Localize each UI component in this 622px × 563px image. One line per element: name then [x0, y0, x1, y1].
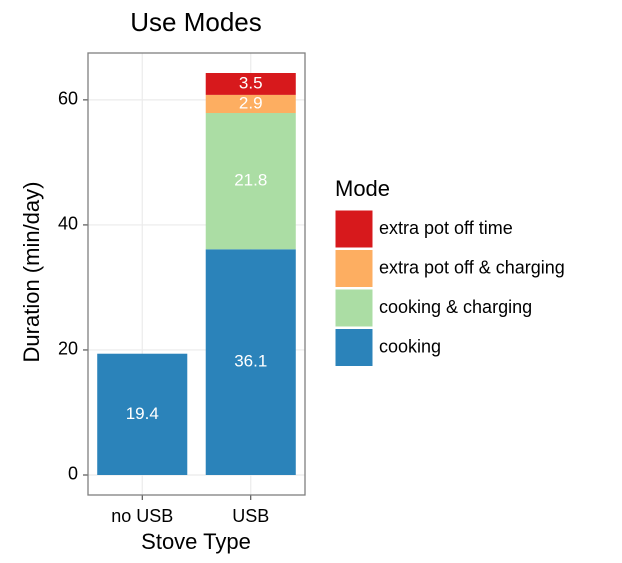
legend-key [334, 288, 374, 328]
bar-segment [205, 73, 296, 95]
bar-segment [205, 249, 296, 475]
y-tick-label: 40 [58, 214, 78, 234]
x-tick-label: no USB [111, 506, 173, 526]
data-label: 3.5 [239, 73, 263, 92]
data-label: 36.1 [234, 352, 267, 371]
y-tick-label: 0 [68, 464, 78, 484]
bar-segment [205, 113, 296, 250]
data-label: 21.8 [234, 171, 267, 190]
legend-label: extra pot off time [379, 218, 513, 238]
legend-label: cooking & charging [379, 297, 532, 317]
chart-title: Use Modes [130, 7, 262, 37]
y-tick-label: 20 [58, 339, 78, 359]
y-tick-label: 60 [58, 89, 78, 109]
data-label: 19.4 [126, 404, 159, 423]
data-label: 2.9 [239, 93, 263, 112]
bar-segment [205, 94, 296, 114]
panel-border [87, 52, 306, 496]
y-axis-title: Duration (min/day) [19, 182, 44, 363]
bar-segment [97, 353, 188, 475]
x-tick-label: USB [232, 506, 269, 526]
legend-title: Mode [335, 176, 390, 201]
legend-label: cooking [379, 336, 441, 356]
x-axis-title: Stove Type [141, 529, 251, 554]
legend-key [334, 209, 374, 249]
legend-key [334, 328, 374, 367]
legend-key [334, 249, 374, 288]
legend-label: extra pot off & charging [379, 257, 565, 277]
